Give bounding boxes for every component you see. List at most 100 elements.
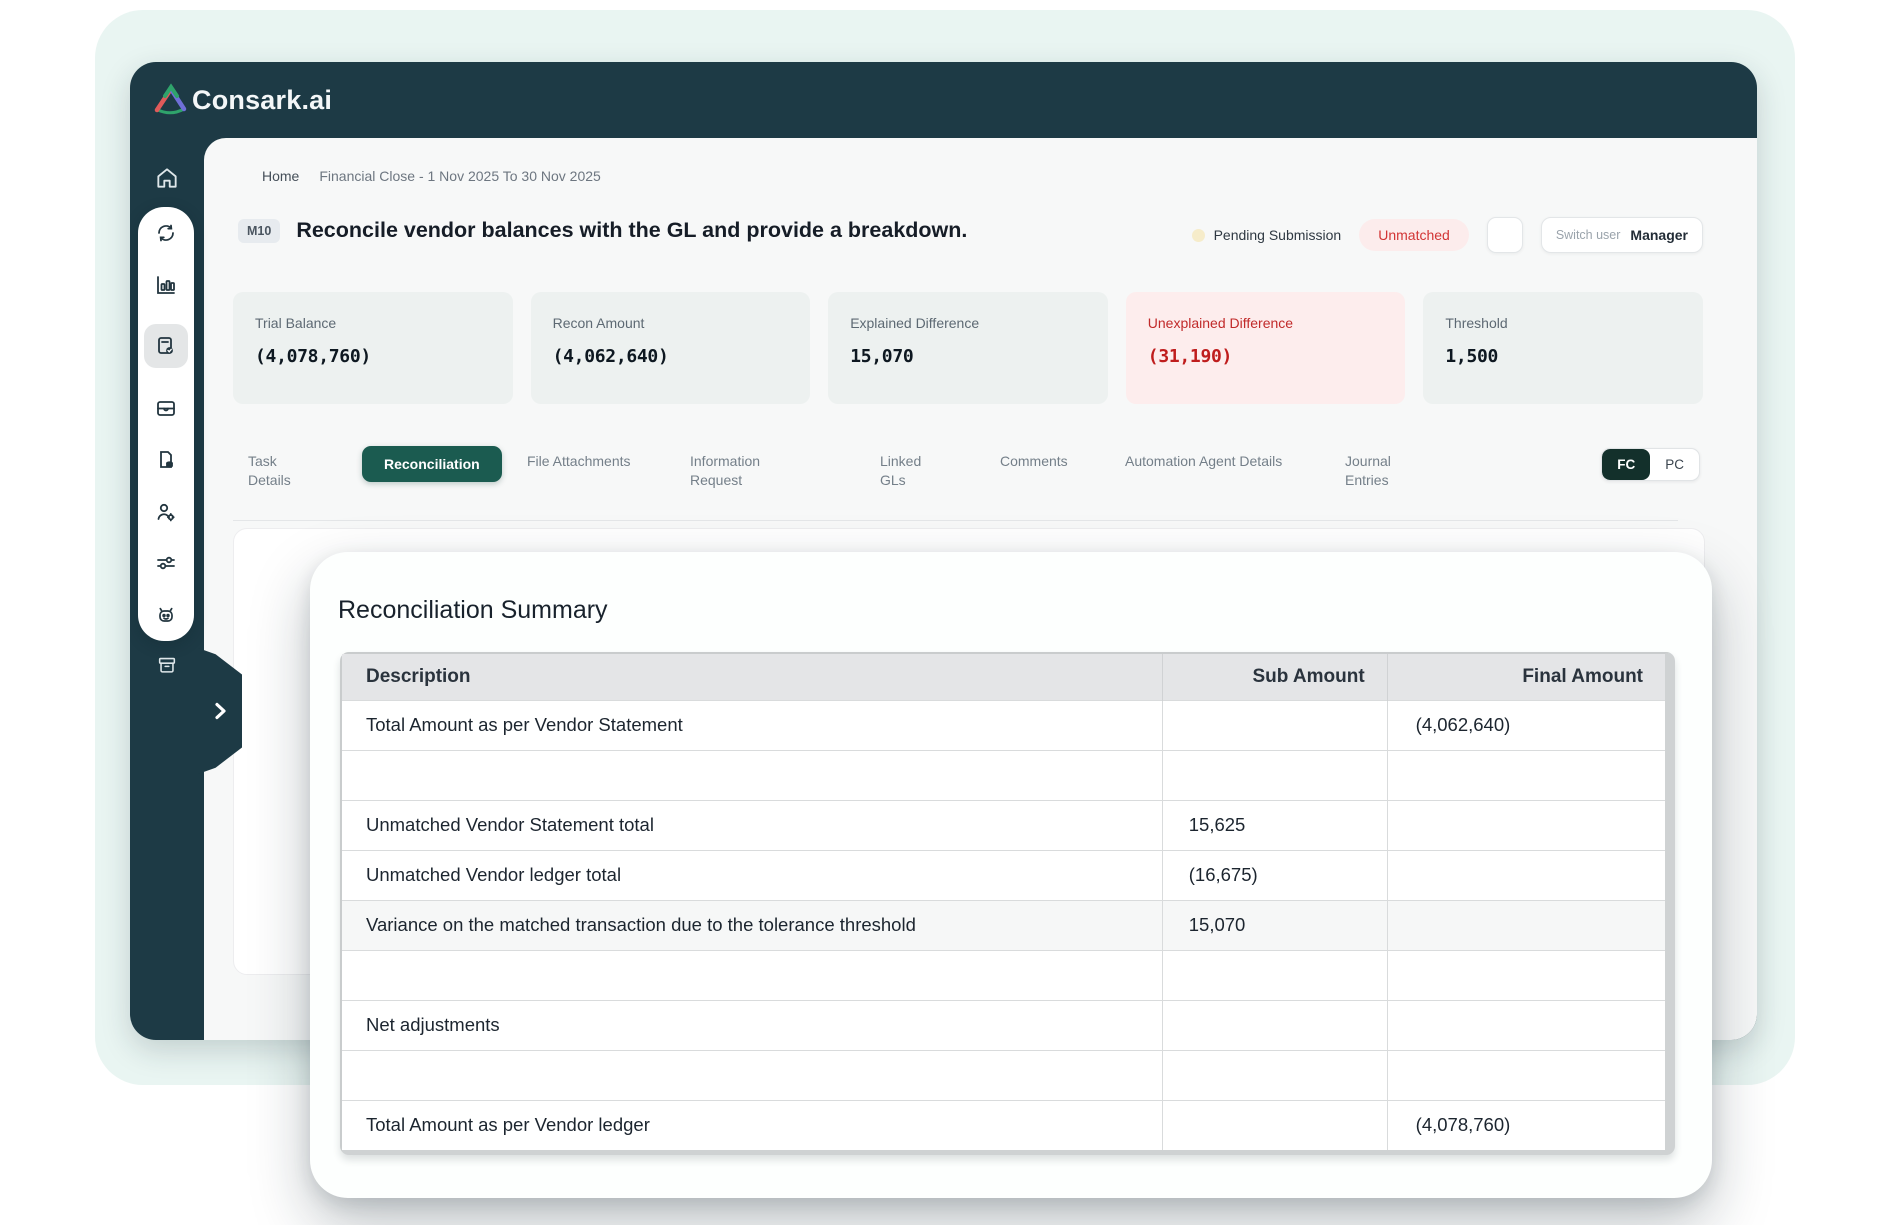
cell-final bbox=[1386, 849, 1665, 900]
stat-card: Unexplained Difference (31,190) bbox=[1125, 292, 1406, 404]
breadcrumb-home-link[interactable]: Home bbox=[262, 168, 300, 184]
status-pending: Pending Submission bbox=[1191, 227, 1341, 243]
sidebar-item-reconciliation-tasks[interactable] bbox=[144, 324, 188, 369]
cell-description: Unmatched Vendor Statement total bbox=[342, 799, 1163, 850]
tab-linked-gls[interactable]: Linked GLs bbox=[880, 453, 922, 488]
task-document-check-icon bbox=[158, 337, 173, 355]
cell-sub bbox=[1161, 749, 1388, 800]
table-row bbox=[342, 1049, 1665, 1100]
tab-reconciliation[interactable]: Reconciliation bbox=[362, 446, 502, 482]
sidebar-icon-rail bbox=[138, 207, 194, 641]
table-row: Unmatched Vendor ledger total (16,675) bbox=[342, 849, 1665, 900]
table-row bbox=[342, 749, 1665, 800]
tab-comments[interactable]: Comments bbox=[1000, 453, 1068, 469]
fc-pc-toggle: FC PC bbox=[1601, 448, 1700, 481]
cell-sub: (16,675) bbox=[1161, 849, 1388, 900]
sidebar-item-file-data[interactable] bbox=[154, 448, 178, 472]
stat-value: (4,062,640) bbox=[552, 346, 669, 367]
cell-sub bbox=[1161, 999, 1388, 1050]
toggle-option-fc[interactable]: FC bbox=[1602, 449, 1651, 480]
brand-logo: Consark.ai bbox=[152, 83, 332, 117]
sliders-icon bbox=[157, 557, 175, 570]
table-row: Total Amount as per Vendor ledger (4,078,… bbox=[342, 1099, 1665, 1150]
summary-title: Reconciliation Summary bbox=[338, 596, 608, 624]
stat-value: (4,078,760) bbox=[255, 346, 371, 367]
cell-sub bbox=[1161, 699, 1388, 750]
cell-final bbox=[1386, 949, 1665, 1000]
tab-file-attachments[interactable]: File Attachments bbox=[527, 453, 631, 469]
cell-description bbox=[342, 1049, 1163, 1100]
pending-status-dot bbox=[1191, 228, 1205, 242]
bookmark-button[interactable] bbox=[1486, 217, 1523, 253]
chevron-right-icon bbox=[214, 702, 226, 720]
sidebar-item-close-workspace[interactable] bbox=[154, 396, 178, 420]
sidebar-expand-handle[interactable] bbox=[198, 648, 242, 774]
tabs-divider bbox=[233, 520, 1678, 521]
cell-sub bbox=[1161, 1099, 1388, 1150]
switch-user-label: Switch user bbox=[1555, 228, 1621, 242]
cell-description: Unmatched Vendor ledger total bbox=[342, 849, 1163, 900]
sidebar-item-analytics[interactable] bbox=[154, 273, 178, 297]
cell-final bbox=[1386, 1049, 1665, 1100]
tab-information-request[interactable]: Information Request bbox=[690, 453, 761, 488]
table-row: Total Amount as per Vendor Statement (4,0… bbox=[342, 699, 1665, 750]
cell-sub bbox=[1161, 1049, 1388, 1100]
stat-value: 15,070 bbox=[850, 346, 914, 367]
summary-table: Description Sub Amount Final Amount Tota… bbox=[342, 654, 1665, 1150]
table-row: Variance on the matched transaction due … bbox=[342, 899, 1665, 950]
switch-user-value: Manager bbox=[1630, 227, 1688, 243]
match-status-badge: Unmatched bbox=[1359, 219, 1469, 251]
cell-final bbox=[1386, 749, 1665, 800]
stat-card: Threshold 1,500 bbox=[1423, 292, 1703, 404]
sidebar-item-controls[interactable] bbox=[154, 551, 178, 575]
table-header-row: Description Sub Amount Final Amount bbox=[342, 654, 1665, 700]
sidebar-item-user-settings[interactable] bbox=[154, 500, 178, 524]
archive-box-icon bbox=[158, 657, 176, 673]
stats-row: Trial Balance (4,078,760) Recon Amount (4,0… bbox=[233, 292, 1703, 404]
stat-value: 1,500 bbox=[1445, 346, 1499, 367]
app-header: Consark.ai bbox=[130, 62, 1757, 138]
robot-icon bbox=[159, 607, 173, 622]
column-header-sub-amount: Sub Amount bbox=[1161, 654, 1388, 700]
cell-sub: 15,070 bbox=[1161, 899, 1388, 950]
breadcrumb: Home Financial Close - 1 Nov 2025 To 30 … bbox=[262, 168, 601, 184]
stat-card: Trial Balance (4,078,760) bbox=[233, 292, 513, 404]
column-header-description: Description bbox=[342, 654, 1163, 700]
sidebar-item-automation-bot[interactable] bbox=[154, 603, 178, 627]
inbox-box-icon bbox=[157, 401, 175, 417]
cell-final: (4,062,640) bbox=[1386, 699, 1665, 750]
cell-description bbox=[342, 749, 1163, 800]
user-gear-icon bbox=[157, 503, 175, 521]
stat-card: Recon Amount (4,062,640) bbox=[530, 292, 811, 404]
cell-description: Total Amount as per Vendor Statement bbox=[342, 699, 1163, 750]
toggle-option-pc[interactable]: PC bbox=[1665, 457, 1684, 472]
reconciliation-summary-panel: Reconciliation Summary Description Sub A… bbox=[310, 552, 1712, 1198]
cell-sub bbox=[1161, 949, 1388, 1000]
summary-table-container[interactable]: Description Sub Amount Final Amount Tota… bbox=[340, 652, 1675, 1155]
table-row: Unmatched Vendor Statement total 15,625 bbox=[342, 799, 1665, 850]
cell-final bbox=[1386, 899, 1665, 950]
sidebar-item-sync[interactable] bbox=[154, 221, 178, 245]
sidebar-item-archive[interactable] bbox=[156, 654, 178, 676]
home-icon bbox=[157, 168, 177, 188]
file-data-icon bbox=[160, 450, 173, 468]
stat-value: (31,190) bbox=[1147, 346, 1233, 367]
sync-icon bbox=[158, 224, 174, 242]
tab-automation-agent-details[interactable]: Automation Agent Details bbox=[1125, 453, 1283, 469]
table-row: Net adjustments bbox=[342, 999, 1665, 1050]
cell-description: Total Amount as per Vendor ledger bbox=[342, 1099, 1163, 1150]
sidebar-item-home[interactable] bbox=[154, 165, 180, 191]
task-id-badge: M10 bbox=[238, 218, 281, 243]
tab-task-details[interactable]: Task Details bbox=[248, 453, 291, 488]
stat-label: Recon Amount bbox=[552, 315, 645, 331]
bar-chart-icon bbox=[157, 275, 175, 294]
cell-sub: 15,625 bbox=[1161, 799, 1388, 850]
stat-label: Explained Difference bbox=[850, 315, 980, 331]
cell-description: Net adjustments bbox=[342, 999, 1163, 1050]
switch-user-control[interactable]: Switch user Manager bbox=[1540, 217, 1703, 253]
tab-journal-entries[interactable]: Journal Entries bbox=[1345, 453, 1391, 488]
status-cluster: Pending Submission Unmatched Switch user… bbox=[1191, 214, 1703, 256]
column-header-final-amount: Final Amount bbox=[1386, 654, 1665, 700]
task-title-row: M10 Reconcile vendor balances with the G… bbox=[238, 218, 967, 243]
cell-final bbox=[1386, 799, 1665, 850]
